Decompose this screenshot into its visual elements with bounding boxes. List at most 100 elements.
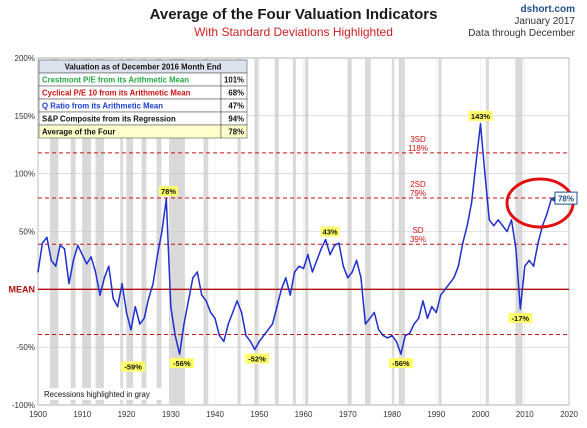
series-point <box>347 277 349 279</box>
y-tick-label: -100% <box>12 401 35 410</box>
series-point <box>108 265 110 267</box>
series-point <box>121 282 123 285</box>
x-tick-label: 2010 <box>516 410 534 419</box>
series-point <box>369 317 371 319</box>
series-point <box>112 297 114 300</box>
x-tick-label: 1910 <box>73 410 91 419</box>
series-point <box>532 265 535 267</box>
sd-label-0: 3SD <box>410 135 426 144</box>
series-point <box>320 248 322 250</box>
series-point <box>46 236 48 238</box>
x-tick-label: 1970 <box>339 410 357 419</box>
series-point <box>285 277 287 279</box>
series-point <box>329 253 331 256</box>
series-point <box>537 242 539 244</box>
series-point <box>524 265 526 267</box>
series-point <box>289 294 291 296</box>
series-point <box>156 253 159 256</box>
series-point <box>196 271 198 273</box>
series-point <box>351 271 353 273</box>
y-tick-label: 200% <box>15 54 35 63</box>
series-point <box>41 242 44 244</box>
x-tick-label: 2000 <box>472 410 490 419</box>
series-point <box>55 265 57 267</box>
x-tick-label: 1920 <box>118 410 136 419</box>
brand-note: Data through December <box>468 28 575 39</box>
series-point <box>488 219 491 221</box>
series-point <box>404 334 406 337</box>
annotation-label-0: 78% <box>161 187 176 196</box>
current-value-label: 78% <box>558 195 574 204</box>
series-point <box>209 311 212 314</box>
series-point <box>192 277 194 279</box>
brand-site[interactable]: dshort.com <box>520 4 575 15</box>
series-point <box>218 334 221 337</box>
x-tick-label: 1930 <box>162 410 180 419</box>
series-point <box>417 317 420 319</box>
table-value-bg-4 <box>220 124 248 139</box>
x-tick-label: 1950 <box>250 410 268 419</box>
series-point <box>307 253 309 256</box>
series-point <box>435 311 437 314</box>
series-point <box>484 172 486 175</box>
series-point <box>462 242 464 244</box>
annotation-bg-6 <box>468 110 493 121</box>
annotation-label-6: 143% <box>471 112 491 121</box>
series-point <box>236 300 238 302</box>
x-tick-label: 1980 <box>383 410 401 419</box>
annotation-bg-5 <box>388 358 413 369</box>
sd-label-2: SD <box>412 226 423 235</box>
series-point <box>422 300 424 302</box>
series-point <box>382 334 384 337</box>
series-point <box>316 259 318 262</box>
annotation-label-4: 43% <box>323 228 338 237</box>
series-point <box>37 271 39 273</box>
series-point <box>68 282 70 285</box>
series-point <box>546 213 548 215</box>
series-point <box>280 288 283 291</box>
series-point <box>227 323 229 325</box>
series-point <box>262 334 265 337</box>
series-point <box>232 311 234 314</box>
series-point <box>254 348 256 351</box>
series-point <box>497 219 499 221</box>
series-point <box>174 334 176 337</box>
series-point <box>267 329 269 331</box>
annotation-label-7: -17% <box>512 314 530 323</box>
series-point <box>214 317 216 319</box>
series-point <box>223 340 225 343</box>
series-point <box>519 308 522 310</box>
series-point <box>139 323 141 325</box>
series-point <box>170 305 172 308</box>
series-point <box>409 332 411 334</box>
y-tick-label: 100% <box>15 170 35 179</box>
x-tick-label: 1900 <box>29 410 47 419</box>
series-point <box>165 198 168 200</box>
series-point <box>364 323 367 325</box>
series-point <box>183 323 185 325</box>
sd-sub-0: 118% <box>408 144 428 153</box>
x-tick-label: 1990 <box>427 410 445 419</box>
table-row-value-4: 78% <box>228 128 244 137</box>
series-point <box>302 267 305 270</box>
annotation-bg-3 <box>245 353 270 364</box>
series-point <box>395 340 398 343</box>
brand-date: January 2017 <box>514 16 575 27</box>
series-point <box>342 265 345 267</box>
annotation-label-5: -56% <box>392 359 410 368</box>
y-tick-label: 50% <box>19 228 35 237</box>
series-point <box>103 277 106 279</box>
annotation-label-2: -56% <box>173 359 191 368</box>
brand-block: dshort.com January 2017 Data through Dec… <box>468 4 575 40</box>
table-row-label-3: S&P Composite from its Regression <box>42 115 176 124</box>
series-point <box>116 305 119 308</box>
mean-label: MEAN <box>9 284 36 294</box>
series-point <box>90 256 92 258</box>
series-point <box>201 294 203 296</box>
series-point <box>99 294 101 296</box>
series-point <box>493 225 495 227</box>
annotation-bg-4 <box>320 226 340 237</box>
annotation-bg-2 <box>169 358 194 369</box>
series-point <box>276 305 278 308</box>
